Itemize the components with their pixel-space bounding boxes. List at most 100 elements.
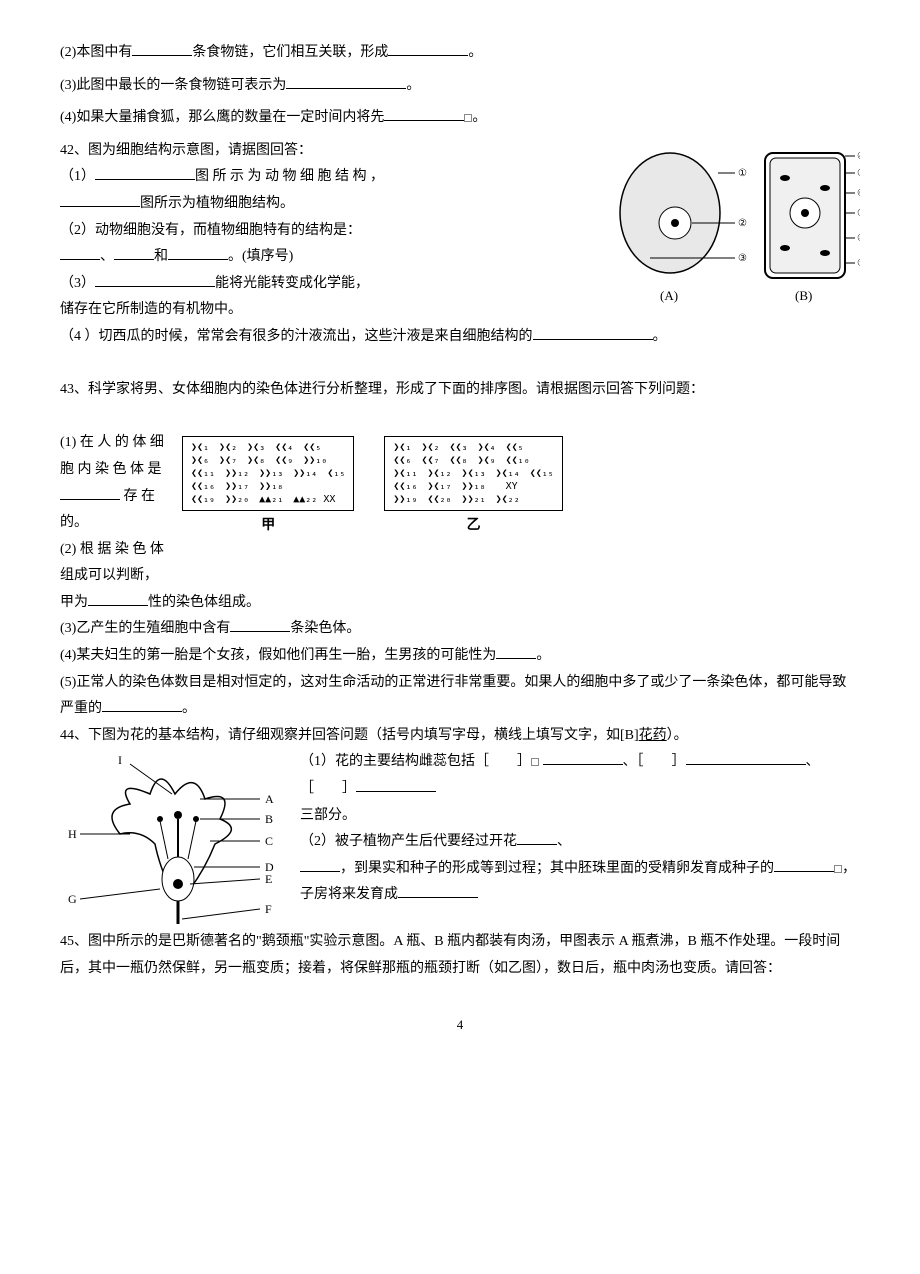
text: （1）花的主要结构雌蕊包括［ ］ <box>300 754 531 769</box>
svg-text:E: E <box>265 872 272 886</box>
q42-p1: （1） 图 所 示 为 动 物 细 胞 结 构 ， 图所示为植物细胞结构。 <box>60 164 590 217</box>
karyotype-yi: ❯❮₁ ❯❮₂ ❮❮₃ ❯❮₄ ❮❮₅ ❮❮₆ ❮❮₇ ❮❮₈ ❯❮₉ ❮❮₁₀… <box>384 436 562 511</box>
blank[interactable] <box>517 830 557 845</box>
blank[interactable] <box>388 41 468 56</box>
blank[interactable] <box>60 245 100 260</box>
svg-text:H: H <box>68 827 77 841</box>
blank[interactable] <box>774 857 834 872</box>
svg-text:⑥: ⑥ <box>857 188 860 199</box>
blank[interactable] <box>398 883 478 898</box>
karyotype-jia: ❯❮₁ ❯❮₂ ❯❮₃ ❮❮₄ ❮❮₅ ❯❮₆ ❯❮₇ ❯❮₈ ❮❮₉ ❯❯₁₀… <box>182 436 354 511</box>
text: 组成可以判断， <box>60 568 158 583</box>
svg-text:①: ① <box>738 168 747 179</box>
q43-left-text: (1) 在 人 的 体 细 胞 内 染 色 体 是 存 在 的。 (2) 根 据… <box>60 430 170 563</box>
marker-box <box>834 865 842 873</box>
q44-right: （1）花的主要结构雌蕊包括［ ］ 、［ ］、［ ］ 三部分。 （2）被子植物产生… <box>300 749 860 909</box>
blank[interactable] <box>300 857 340 872</box>
q41-line2: (2)本图中有条食物链，它们相互关联，形成。 <box>60 40 860 67</box>
svg-text:I: I <box>118 753 122 767</box>
q43-p3: (3)乙产生的生殖细胞中含有条染色体。 <box>60 616 860 643</box>
cell-label-a: (A) <box>660 288 678 303</box>
blank[interactable] <box>95 272 215 287</box>
blank[interactable] <box>496 644 536 659</box>
page-number: 4 <box>60 1013 860 1038</box>
text: （2）动物细胞没有，而植物细胞特有的结构是： <box>60 223 361 238</box>
blank[interactable] <box>384 106 464 121</box>
cell-label-b: (B) <box>795 288 812 303</box>
q42-p4: （4 ）切西瓜的时候，常常会有很多的汁液流出，这些汁液是来自细胞结构的。 <box>60 324 860 351</box>
text: 图 所 示 为 动 物 细 胞 结 构 ， <box>195 169 384 184</box>
text: 。 <box>182 701 196 716</box>
svg-text:③: ③ <box>738 253 747 264</box>
text: （2）被子植物产生后代要经过开花 <box>300 834 517 849</box>
text: 能将光能转变成化学能， <box>215 276 369 291</box>
q44-p1: （1）花的主要结构雌蕊包括［ ］ 、［ ］、［ ］ 三部分。 <box>300 749 860 829</box>
blank[interactable] <box>60 485 120 500</box>
q45-block: 45、图中所示的是巴斯德著名的"鹅颈瓶"实验示意图。A 瓶、B 瓶内都装有肉汤，… <box>60 929 860 982</box>
q42-p3: （3）能将光能转变成化学能， 储存在它所制造的有机物中。 <box>60 271 590 324</box>
text: (2) 根 据 染 色 体 <box>60 542 164 557</box>
marker-box <box>531 758 539 766</box>
q45-text: 45、图中所示的是巴斯德著名的"鹅颈瓶"实验示意图。A 瓶、B 瓶内都装有肉汤，… <box>60 934 840 976</box>
cell-diagram: ① ② ③ ④ ⑤ ⑥ ⑦ ⑧ ⑨ (A) (B) <box>600 138 860 308</box>
text: （1） <box>60 169 95 184</box>
text: 。 <box>406 78 420 93</box>
svg-text:F: F <box>265 902 272 916</box>
q43-p2: 组成可以判断， 甲为性的染色体组成。 <box>60 563 860 616</box>
svg-text:A: A <box>265 792 274 806</box>
blank[interactable] <box>132 41 192 56</box>
label-yi: 乙 <box>384 513 562 540</box>
q42-p2: （2）动物细胞没有，而植物细胞特有的结构是： 、 和 。(填序号) <box>60 218 590 271</box>
text: 和 <box>154 249 168 264</box>
blank[interactable] <box>686 750 806 765</box>
q43-p4: (4)某夫妇生的第一胎是个女孩，假如他们再生一胎，生男孩的可能性为 。 <box>60 643 860 670</box>
text: (4)某夫妇生的第一胎是个女孩，假如他们再生一胎，生男孩的可能性为 <box>60 648 496 663</box>
blank[interactable] <box>533 325 653 340</box>
example-link: 花药 <box>639 728 667 743</box>
blank[interactable] <box>60 192 140 207</box>
text: 。 <box>472 110 486 125</box>
q44-block: 44、下图为花的基本结构，请仔细观察并回答问题（括号内填写字母，横线上填写文字，… <box>60 723 860 930</box>
flower-diagram: A B C D E F G H I <box>60 749 290 929</box>
svg-text:⑨: ⑨ <box>857 258 860 269</box>
svg-text:④: ④ <box>857 151 860 162</box>
text: 。 <box>653 329 667 344</box>
blank[interactable] <box>286 74 406 89</box>
blank[interactable] <box>356 777 436 792</box>
q43-title: 43、科学家将男、女体细胞内的染色体进行分析整理，形成了下面的排序图。请根据图示… <box>60 377 860 404</box>
blank[interactable] <box>88 591 148 606</box>
text: 性的染色体组成。 <box>148 595 260 610</box>
blank[interactable] <box>230 617 290 632</box>
q43-p5: (5)正常人的染色体数目是相对恒定的，这对生命活动的正常进行非常重要。如果人的细… <box>60 670 860 723</box>
text: 、 <box>100 249 114 264</box>
text: 条染色体。 <box>290 621 360 636</box>
q42-block: ① ② ③ ④ ⑤ ⑥ ⑦ ⑧ ⑨ (A) (B) 42、图为细胞结构示意图，请… <box>60 138 860 351</box>
text: 。(填序号) <box>228 249 293 264</box>
blank[interactable] <box>543 750 623 765</box>
text: 条食物链，它们相互关联，形成 <box>192 45 388 60</box>
label-jia: 甲 <box>182 513 354 540</box>
blank[interactable] <box>95 165 195 180</box>
q43-block: 43、科学家将男、女体细胞内的染色体进行分析整理，形成了下面的排序图。请根据图示… <box>60 377 860 723</box>
text: 。 <box>536 648 550 663</box>
blank[interactable] <box>114 245 154 260</box>
text: (4)如果大量捕食狐，那么鹰的数量在一定时间内将先 <box>60 110 384 125</box>
svg-text:⑤: ⑤ <box>857 168 860 179</box>
text: 三部分。 <box>300 808 356 823</box>
svg-text:B: B <box>265 812 273 826</box>
blank[interactable] <box>168 245 228 260</box>
svg-text:⑦: ⑦ <box>857 208 860 219</box>
text: ）。 <box>667 728 688 743</box>
text: （3） <box>60 276 95 291</box>
text: 、 <box>557 834 571 849</box>
q41-line3: (3)此图中最长的一条食物链可表示为。 <box>60 73 860 100</box>
svg-text:②: ② <box>738 218 747 229</box>
q44-title: 44、下图为花的基本结构，请仔细观察并回答问题（括号内填写字母，横线上填写文字，… <box>60 723 860 750</box>
blank[interactable] <box>102 697 182 712</box>
text: 图所示为植物细胞结构。 <box>140 196 294 211</box>
q44-p2: （2）被子植物产生后代要经过开花、 ，到果实和种子的形成等到过程；其中胚珠里面的… <box>300 829 860 909</box>
karyotype-images: ❯❮₁ ❯❮₂ ❯❮₃ ❮❮₄ ❮❮₅ ❯❮₆ ❯❮₇ ❯❮₈ ❮❮₉ ❯❯₁₀… <box>182 436 563 557</box>
text: (2)本图中有 <box>60 45 132 60</box>
svg-text:G: G <box>68 892 77 906</box>
svg-text:C: C <box>265 834 273 848</box>
